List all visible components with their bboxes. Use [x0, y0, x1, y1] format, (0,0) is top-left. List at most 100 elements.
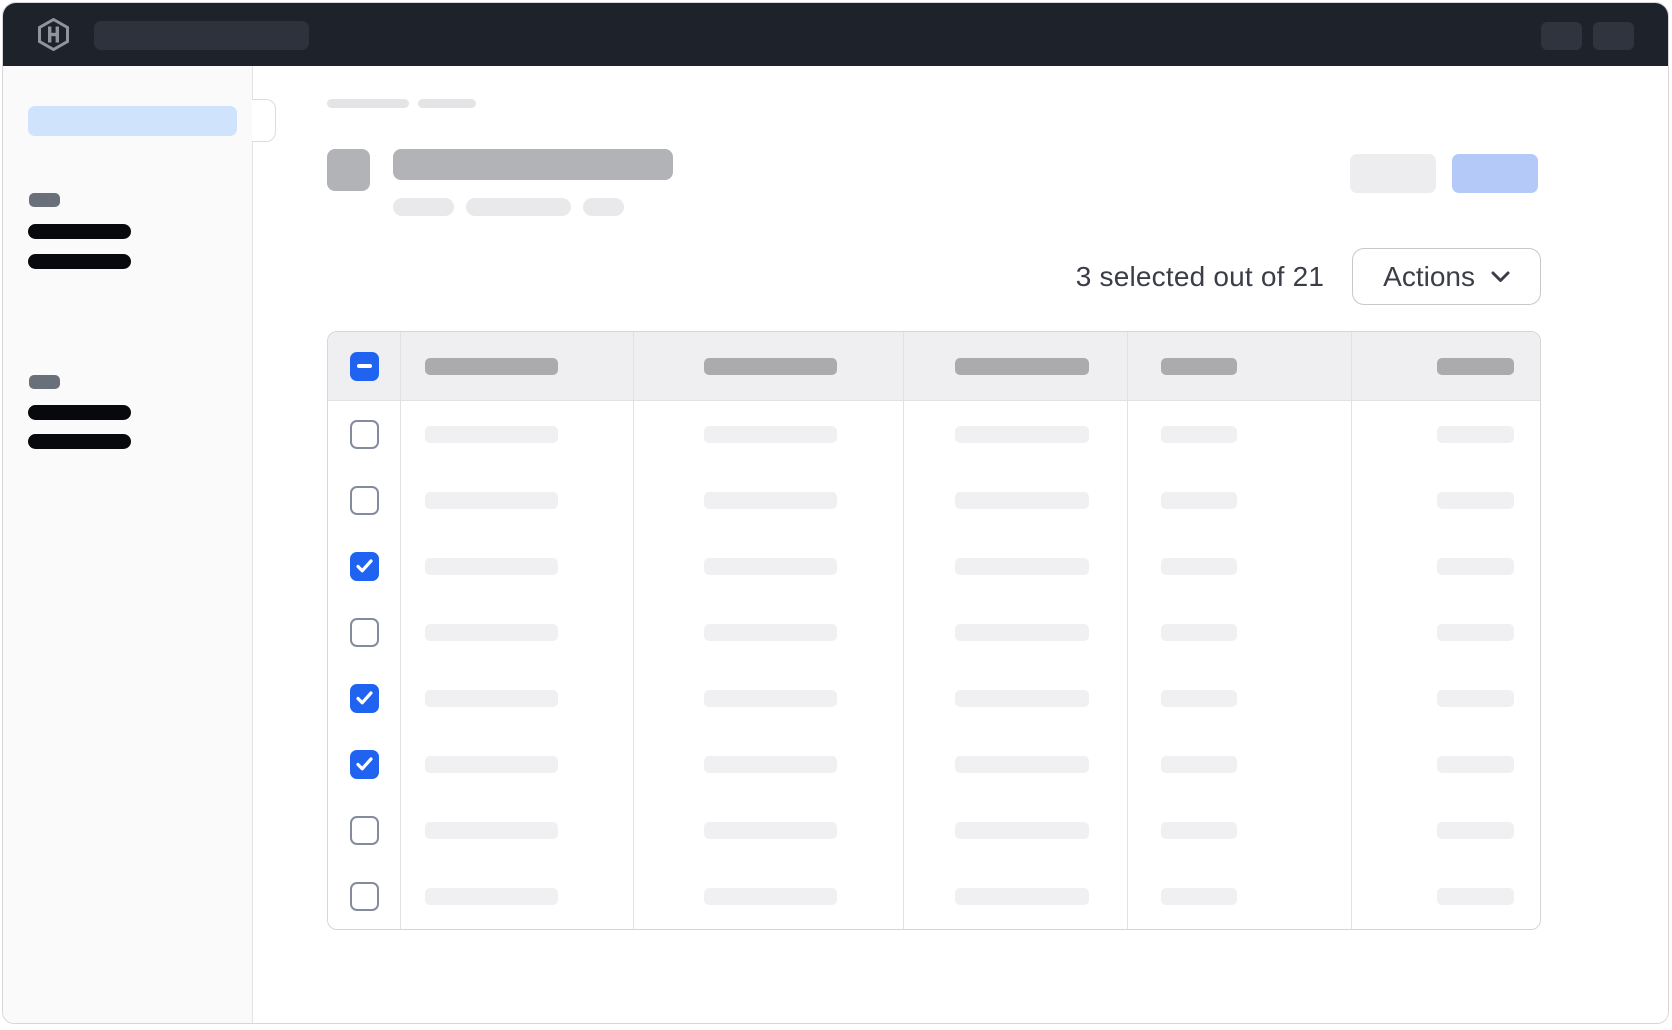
badge-skeleton — [583, 198, 624, 216]
column-header-skeleton — [955, 357, 1089, 375]
column-header-skeleton — [1161, 357, 1237, 375]
row-checkbox[interactable] — [349, 617, 379, 647]
sidebar-item-skeleton[interactable] — [28, 254, 131, 269]
column-header-skeleton — [704, 357, 837, 375]
top-navigation-bar — [3, 3, 1668, 66]
cell-skeleton — [704, 557, 837, 575]
primary-button-skeleton[interactable] — [1452, 154, 1538, 193]
table-row — [328, 599, 1540, 665]
cell-skeleton — [1161, 491, 1237, 509]
cell-skeleton — [704, 821, 837, 839]
cell-skeleton — [955, 689, 1089, 707]
cell-skeleton — [955, 491, 1089, 509]
table-row — [328, 797, 1540, 863]
cell-skeleton — [1161, 623, 1237, 641]
cell-skeleton — [1437, 887, 1514, 905]
cell-skeleton — [955, 821, 1089, 839]
cell-skeleton — [425, 821, 558, 839]
cell-skeleton — [1161, 425, 1237, 443]
row-checkbox[interactable] — [349, 815, 379, 845]
selection-toolbar: 3 selected out of 21 Actions — [1076, 248, 1541, 305]
cell-skeleton — [425, 689, 558, 707]
header-actions — [1350, 154, 1538, 193]
table-header-row — [328, 332, 1540, 401]
badge-row — [393, 198, 624, 216]
select-all-checkbox[interactable] — [349, 351, 379, 381]
cell-skeleton — [1437, 689, 1514, 707]
cell-skeleton — [1161, 887, 1237, 905]
sidebar-section-label-skeleton — [29, 375, 60, 389]
cell-skeleton — [1161, 557, 1237, 575]
selection-summary: 3 selected out of 21 — [1075, 260, 1325, 292]
check-icon — [355, 691, 373, 705]
sidebar-item-skeleton[interactable] — [28, 405, 131, 420]
page-title-skeleton — [393, 149, 673, 180]
indeterminate-mark-icon — [356, 364, 372, 368]
cell-skeleton — [704, 425, 837, 443]
actions-dropdown-button[interactable]: Actions — [1352, 248, 1541, 305]
check-icon — [355, 559, 373, 573]
topbar-button-skeleton-2[interactable] — [1593, 22, 1634, 50]
cell-skeleton — [425, 425, 558, 443]
cell-skeleton — [1437, 821, 1514, 839]
cell-skeleton — [704, 887, 837, 905]
table-row — [328, 401, 1540, 467]
cell-skeleton — [955, 623, 1089, 641]
cell-skeleton — [1437, 755, 1514, 773]
row-checkbox[interactable] — [349, 749, 379, 779]
table-row — [328, 665, 1540, 731]
breadcrumb-skeleton — [418, 99, 476, 108]
cell-skeleton — [955, 425, 1089, 443]
cell-skeleton — [955, 887, 1089, 905]
cell-skeleton — [704, 623, 837, 641]
badge-skeleton — [393, 198, 454, 216]
cell-skeleton — [955, 557, 1089, 575]
sidebar-item-skeleton[interactable] — [28, 434, 131, 449]
row-checkbox[interactable] — [349, 683, 379, 713]
table-body — [328, 401, 1540, 929]
chevron-down-icon — [1491, 271, 1510, 282]
cell-skeleton — [425, 887, 558, 905]
cell-skeleton — [1161, 689, 1237, 707]
sidebar-section-label-skeleton — [29, 193, 60, 207]
cell-skeleton — [425, 755, 558, 773]
cell-skeleton — [704, 755, 837, 773]
main-content: 3 selected out of 21 Actions — [253, 66, 1668, 1023]
cell-skeleton — [425, 491, 558, 509]
cell-skeleton — [704, 689, 837, 707]
data-table — [327, 331, 1541, 930]
sidebar-item-skeleton[interactable] — [28, 224, 131, 239]
sidebar-collapse-handle[interactable] — [252, 99, 276, 142]
hashicorp-logo-icon — [38, 18, 69, 51]
sidebar-active-item-skeleton[interactable] — [28, 106, 237, 136]
page-icon-skeleton — [327, 149, 370, 191]
global-search-skeleton[interactable] — [94, 21, 309, 50]
cell-skeleton — [1161, 821, 1237, 839]
table-row — [328, 731, 1540, 797]
check-icon — [355, 757, 373, 771]
table-row — [328, 863, 1540, 929]
cell-skeleton — [1161, 755, 1237, 773]
cell-skeleton — [1437, 623, 1514, 641]
breadcrumb-skeleton — [327, 99, 409, 108]
row-checkbox[interactable] — [349, 419, 379, 449]
row-checkbox[interactable] — [349, 881, 379, 911]
cell-skeleton — [1437, 491, 1514, 509]
cell-skeleton — [704, 491, 837, 509]
column-header-skeleton — [1437, 357, 1514, 375]
column-header-skeleton — [425, 357, 558, 375]
window-body: 3 selected out of 21 Actions — [3, 66, 1668, 1023]
cell-skeleton — [1437, 425, 1514, 443]
cell-skeleton — [1437, 557, 1514, 575]
cell-skeleton — [425, 557, 558, 575]
row-checkbox[interactable] — [349, 485, 379, 515]
badge-skeleton — [466, 198, 571, 216]
cell-skeleton — [955, 755, 1089, 773]
secondary-button-skeleton[interactable] — [1350, 154, 1436, 193]
table-row — [328, 533, 1540, 599]
topbar-button-skeleton-1[interactable] — [1541, 22, 1582, 50]
row-checkbox[interactable] — [349, 551, 379, 581]
cell-skeleton — [425, 623, 558, 641]
